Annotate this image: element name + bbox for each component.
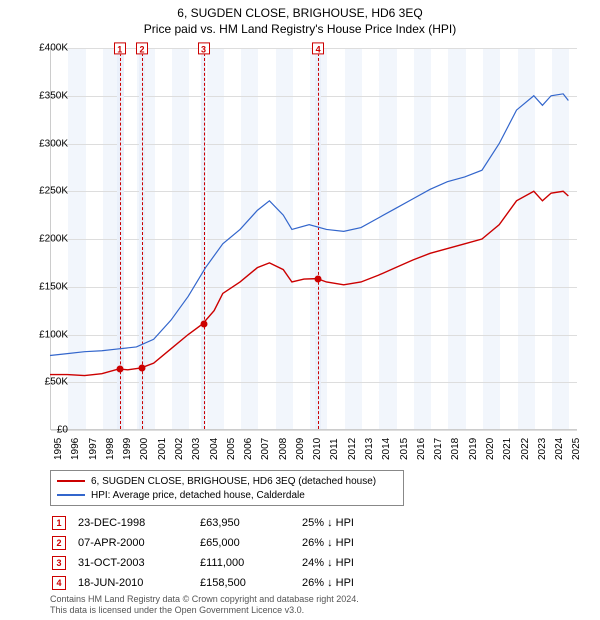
x-axis-label: 2000 [139,438,150,460]
x-axis-label: 2015 [399,438,410,460]
sales-row: 1 23-DEC-1998£63,95025% ↓ HPI [52,514,364,532]
legend-row: 6, SUGDEN CLOSE, BRIGHOUSE, HD6 3EQ (det… [57,474,397,488]
x-axis-label: 2018 [450,438,461,460]
x-axis-label: 2011 [329,438,340,460]
x-axis-label: 2006 [243,438,254,460]
y-axis-label: £350K [39,90,68,101]
chart-title-desc: Price paid vs. HM Land Registry's House … [0,20,600,36]
sale-price: £63,950 [200,514,300,532]
sale-delta: 26% ↓ HPI [302,534,364,552]
x-axis-label: 1997 [88,438,99,460]
x-axis-label: 2008 [278,438,289,460]
y-axis-label: £0 [57,425,68,436]
x-axis-label: 2016 [416,438,427,460]
legend-swatch [57,494,85,496]
sale-delta: 26% ↓ HPI [302,574,364,592]
x-axis-label: 1996 [70,438,81,460]
sale-delta: 24% ↓ HPI [302,554,364,572]
footer-text: Contains HM Land Registry data © Crown c… [50,594,359,616]
sale-date: 23-DEC-1998 [78,514,198,532]
footer-line-2: This data is licensed under the Open Gov… [50,605,359,616]
sale-number-badge: 3 [52,556,66,570]
x-axis-label: 2014 [381,438,392,460]
legend: 6, SUGDEN CLOSE, BRIGHOUSE, HD6 3EQ (det… [50,470,404,506]
x-axis-label: 2020 [485,438,496,460]
x-axis-label: 2001 [157,438,168,460]
legend-row: HPI: Average price, detached house, Cald… [57,488,397,502]
legend-label: HPI: Average price, detached house, Cald… [91,490,305,501]
sales-row: 4 18-JUN-2010£158,50026% ↓ HPI [52,574,364,592]
sale-delta: 25% ↓ HPI [302,514,364,532]
y-axis-label: £250K [39,186,68,197]
x-axis-label: 2003 [191,438,202,460]
y-axis-label: £100K [39,329,68,340]
legend-label: 6, SUGDEN CLOSE, BRIGHOUSE, HD6 3EQ (det… [91,476,376,487]
sales-row: 3 31-OCT-2003£111,00024% ↓ HPI [52,554,364,572]
x-axis-label: 2025 [571,438,582,460]
x-axis-label: 1999 [122,438,133,460]
x-axis-label: 2004 [209,438,220,460]
sale-date: 18-JUN-2010 [78,574,198,592]
chart-title-address: 6, SUGDEN CLOSE, BRIGHOUSE, HD6 3EQ [0,0,600,20]
x-axis-label: 2007 [260,438,271,460]
y-axis-label: £400K [39,43,68,54]
sale-date: 31-OCT-2003 [78,554,198,572]
x-axis-label: 2012 [347,438,358,460]
chart-container: 6, SUGDEN CLOSE, BRIGHOUSE, HD6 3EQ Pric… [0,0,600,620]
x-axis-label: 2005 [226,438,237,460]
x-axis-label: 1995 [53,438,64,460]
y-axis-label: £300K [39,138,68,149]
x-axis-label: 2009 [295,438,306,460]
y-axis-label: £200K [39,234,68,245]
sales-row: 2 07-APR-2000£65,00026% ↓ HPI [52,534,364,552]
sale-price: £111,000 [200,554,300,572]
sale-date: 07-APR-2000 [78,534,198,552]
chart-lines [50,48,577,430]
footer-line-1: Contains HM Land Registry data © Crown c… [50,594,359,605]
sale-price: £158,500 [200,574,300,592]
sale-number-badge: 1 [52,516,66,530]
x-axis-label: 2024 [554,438,565,460]
x-axis-label: 2013 [364,438,375,460]
plot-area: 1234 [50,48,577,430]
sale-price: £65,000 [200,534,300,552]
sale-number-badge: 2 [52,536,66,550]
x-axis-label: 2010 [312,438,323,460]
y-axis-label: £50K [45,377,68,388]
x-axis-label: 2021 [502,438,513,460]
x-axis-label: 2017 [433,438,444,460]
x-axis-label: 2022 [520,438,531,460]
legend-swatch [57,480,85,482]
x-axis-label: 1998 [105,438,116,460]
x-axis-label: 2002 [174,438,185,460]
x-axis-label: 2023 [537,438,548,460]
x-axis-label: 2019 [468,438,479,460]
sale-number-badge: 4 [52,576,66,590]
y-axis-label: £150K [39,281,68,292]
sales-table: 1 23-DEC-1998£63,95025% ↓ HPI 2 07-APR-2000… [50,512,366,594]
